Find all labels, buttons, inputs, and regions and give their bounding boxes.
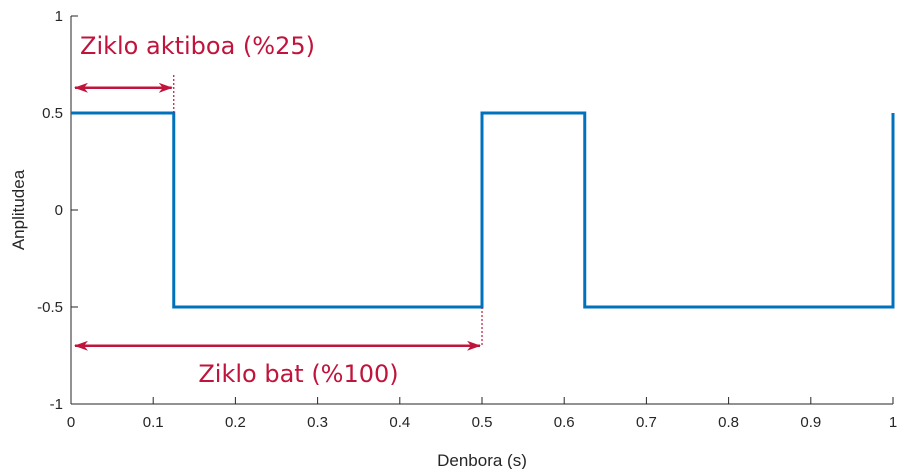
x-tick-label: 0.1 [143,414,164,431]
x-tick-label: 0.4 [389,414,410,431]
x-tick-label: 0.9 [800,414,821,431]
y-tick-label: 1 [55,8,63,25]
x-tick-label: 0.7 [636,414,657,431]
annotation-label: Ziklo aktiboa (%25) [80,32,315,60]
x-tick-label: 0.6 [554,414,575,431]
x-tick-label: 0 [67,414,75,431]
y-tick-label: -1 [50,396,63,413]
y-axis-label: Anplitudea [9,169,28,250]
x-ticks: 0 0.1 0.2 0.3 0.4 0.5 0.6 0.7 0.8 0.9 1 [67,397,897,431]
x-tick-label: 1 [889,414,897,431]
annotations: Ziklo aktiboa (%25) Ziklo bat (%100) [74,32,483,388]
plot-area [71,111,895,309]
x-tick-label: 0.3 [307,414,328,431]
y-tick-label: -0.5 [37,299,63,316]
x-tick-label: 0.2 [225,414,246,431]
x-axis-label: Denbora (s) [437,451,527,469]
y-tick-label: 0 [55,202,63,219]
y-ticks: -1 -0.5 0 0.5 1 [37,8,78,413]
annotation-label: Ziklo bat (%100) [198,360,398,388]
x-tick-label: 0.8 [718,414,739,431]
y-tick-label: 0.5 [42,105,63,122]
x-tick-label: 0.5 [472,414,493,431]
series-line [71,111,895,309]
